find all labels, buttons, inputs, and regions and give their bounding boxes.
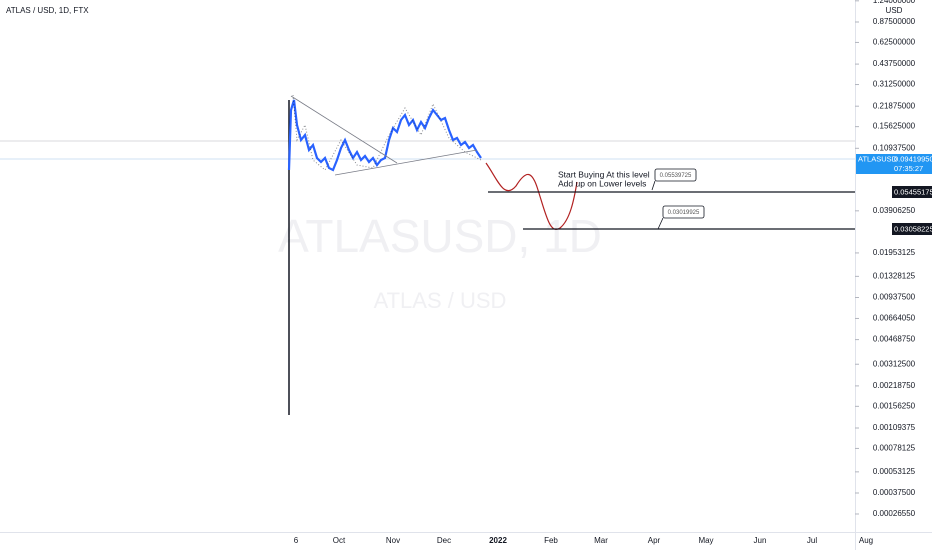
callout-box bbox=[654, 168, 697, 182]
time-axis: 6 Oct Nov Dec 2022 Feb Mar Apr May Jun Jul Aug bbox=[294, 536, 873, 545]
level-tag-price: 0.05455175 bbox=[894, 187, 932, 196]
price-tick-label: 0.00026550 bbox=[873, 509, 916, 518]
time-tick-label: 6 bbox=[294, 536, 299, 545]
price-tick-label: 0.10937500 bbox=[873, 143, 916, 152]
callout-pointer bbox=[651, 180, 656, 191]
tag-price: 0.09419950 bbox=[894, 154, 932, 163]
trendline bbox=[334, 149, 478, 176]
chart-title[interactable]: ATLAS / USD, 1D, FTX bbox=[6, 6, 89, 15]
price-tick-label: 0.00937500 bbox=[873, 293, 916, 302]
price-tick-label: 0.15625000 bbox=[873, 122, 916, 131]
callout-text: 0.03019925 bbox=[668, 210, 700, 216]
watermark-symbol: ATLASUSD, 1D bbox=[278, 210, 602, 262]
level-tag-price: 0.03058225 bbox=[894, 224, 932, 233]
tag-countdown: 07:35:27 bbox=[894, 164, 923, 173]
price-tick-label: 0.21875000 bbox=[873, 101, 916, 110]
callout-text: 0.05539725 bbox=[660, 173, 692, 179]
projection-curve bbox=[485, 162, 578, 231]
price-tick-label: 1.24000000 bbox=[873, 0, 916, 5]
time-tick-label: Dec bbox=[437, 536, 451, 545]
price-tick-label: 0.00156250 bbox=[873, 401, 916, 410]
level-tag bbox=[892, 223, 932, 235]
time-tick-label: Jul bbox=[807, 536, 817, 545]
time-tick-label: Jun bbox=[754, 536, 767, 545]
price-tick-label: 0.43750000 bbox=[873, 59, 916, 68]
price-tick-label: 0.00109375 bbox=[873, 423, 916, 432]
callout-box bbox=[662, 205, 705, 219]
price-tick-label: 0.00468750 bbox=[873, 335, 916, 344]
watermark-name: ATLAS / USD bbox=[374, 288, 507, 313]
last-price-tag bbox=[856, 154, 932, 174]
time-tick-label: Feb bbox=[544, 536, 558, 545]
price-tick-label: 0.00664050 bbox=[873, 314, 916, 323]
trendline bbox=[290, 95, 398, 164]
price-tick-label: 0.01328125 bbox=[873, 271, 916, 280]
callout-pointer bbox=[657, 217, 664, 230]
note: Add up on Lower levels bbox=[558, 178, 646, 188]
price-tick-label: 0.87500000 bbox=[873, 17, 916, 26]
price-tick-label: 0.00053125 bbox=[873, 467, 916, 476]
price-tick-label: 0.00078125 bbox=[873, 444, 916, 453]
time-tick-label: Nov bbox=[386, 536, 400, 545]
time-tick-label: Oct bbox=[333, 536, 346, 545]
price-tick-label: 0.00218750 bbox=[873, 381, 916, 390]
time-tick-label: Apr bbox=[648, 536, 661, 545]
price-tick-label: 0.03906250 bbox=[873, 206, 916, 215]
time-tick-label: Aug bbox=[859, 536, 873, 545]
price-tick-label: 0.00037500 bbox=[873, 488, 916, 497]
note: Start Buying At this level bbox=[558, 169, 650, 179]
time-tick-label: May bbox=[698, 536, 713, 545]
tag-symbol: ATLASUSD bbox=[858, 154, 898, 163]
price-tick-label: 0.31250000 bbox=[873, 80, 916, 89]
level-tag bbox=[892, 186, 932, 198]
axis-unit: USD bbox=[886, 6, 903, 15]
time-tick-label: 2022 bbox=[489, 536, 507, 545]
price-axis: 1.24000000 0.87500000 0.62500000 0.43750000… bbox=[855, 0, 916, 518]
price-tick-label: 0.62500000 bbox=[873, 38, 916, 47]
price-tick-label: 0.01953125 bbox=[873, 248, 916, 257]
time-tick-label: Mar bbox=[594, 536, 608, 545]
price-wicks bbox=[292, 94, 482, 171]
price-path bbox=[287, 99, 482, 172]
price-tick-label: 0.00312500 bbox=[873, 359, 916, 368]
